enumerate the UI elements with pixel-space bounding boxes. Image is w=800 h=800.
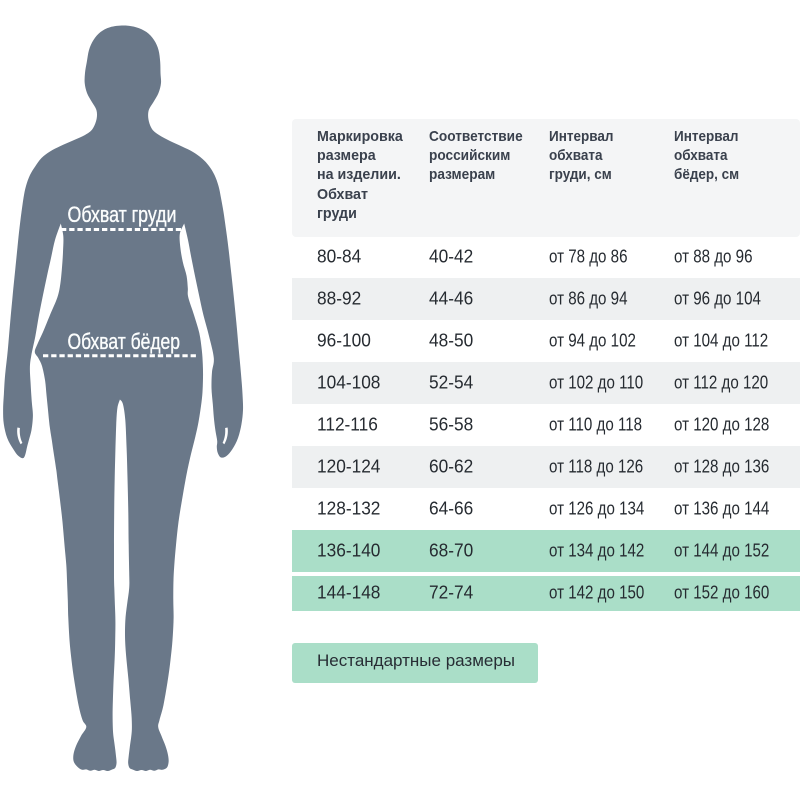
svg-text:Обхват бёдер: Обхват бёдер (68, 329, 181, 354)
svg-text:Обхват груди: Обхват груди (68, 202, 177, 227)
